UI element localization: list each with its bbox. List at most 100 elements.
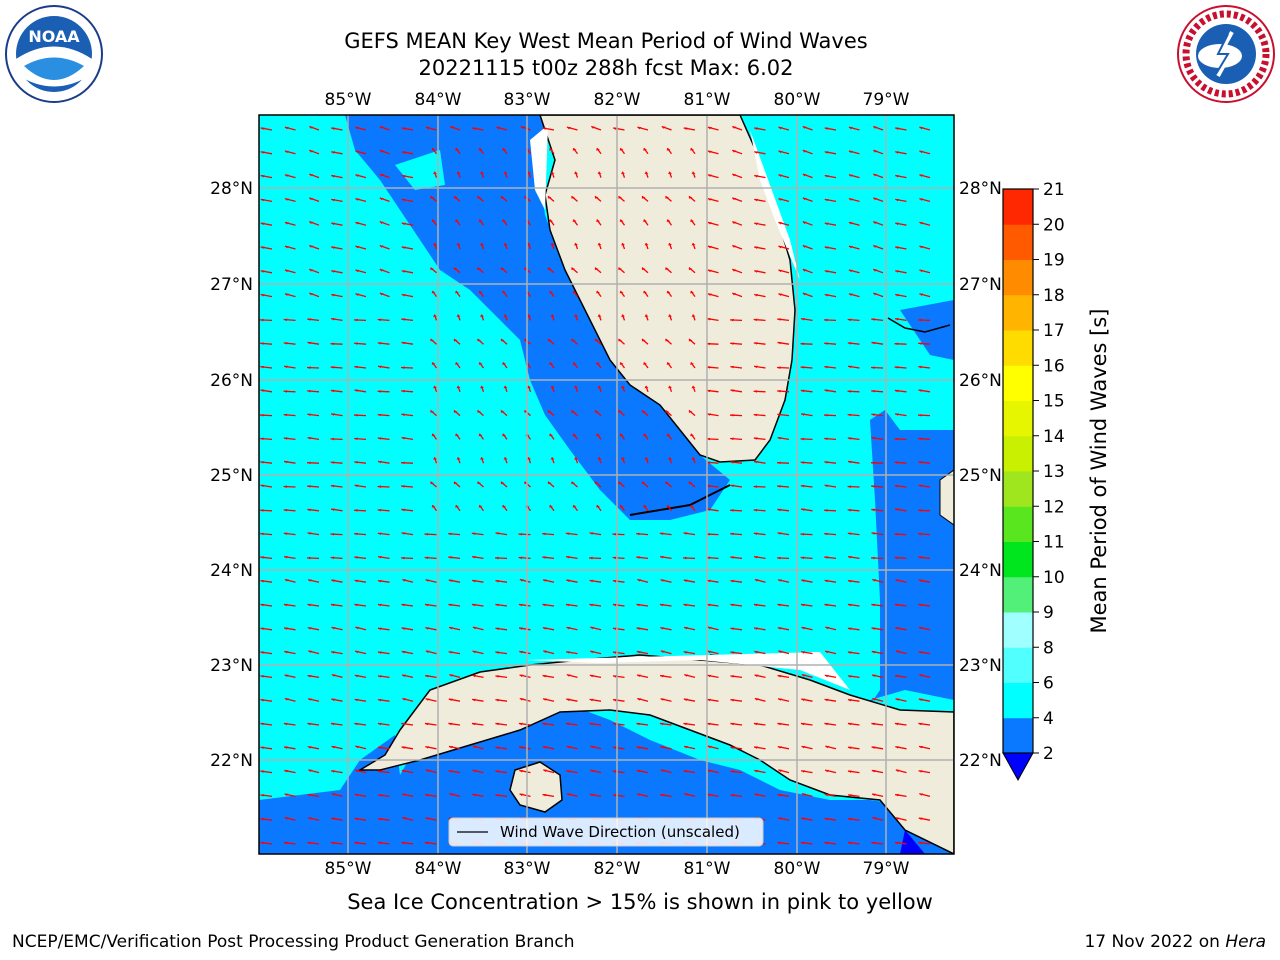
wind-wave-arrow-head: [331, 294, 336, 297]
wind-wave-arrow-head: [594, 196, 599, 199]
wind-wave-arrow-head: [871, 627, 876, 630]
colorbar-segment: [1003, 717, 1033, 754]
wind-wave-arrow-head: [472, 745, 477, 749]
wind-wave-arrow-head: [260, 675, 265, 678]
wind-wave-arrow-head: [309, 197, 314, 201]
wind-wave-arrow-head: [448, 722, 453, 726]
wind-wave-arrow-head: [424, 722, 429, 726]
wind-wave-arrow-head: [284, 222, 289, 225]
wind-wave-arrow-head: [379, 197, 384, 201]
wind-wave-arrow-head: [448, 651, 453, 654]
wind-wave-arrow-head: [542, 556, 547, 559]
wind-wave-arrow-head: [895, 222, 900, 226]
wind-wave-arrow-head: [354, 461, 359, 464]
wind-wave-arrow-head: [802, 174, 807, 177]
wind-wave-arrow-head: [330, 389, 335, 393]
wind-wave-arrow-head: [801, 579, 806, 583]
wind-wave-arrow-head: [550, 314, 555, 317]
wind-wave-arrow-head: [802, 221, 807, 224]
wind-wave-arrow-head: [519, 579, 524, 582]
wind-wave-arrow-head: [753, 508, 758, 512]
wind-wave-arrow-head: [707, 579, 711, 583]
lon-label: 81°W: [684, 90, 731, 110]
wind-wave-arrow-head: [519, 698, 524, 701]
wind-wave-arrow-head: [379, 174, 384, 177]
wind-wave-arrow-head: [873, 126, 878, 129]
wind-wave-arrow-head: [777, 627, 782, 630]
wind-wave-arrow-head: [754, 674, 759, 678]
wind-wave-arrow-head: [707, 413, 711, 416]
wind-wave-arrow-head: [456, 457, 461, 460]
wind-wave-arrow-head: [520, 126, 525, 129]
wind-wave-arrow-head: [331, 222, 336, 226]
wind-wave-arrow-head: [730, 651, 735, 654]
wind-wave-arrow-head: [330, 342, 335, 346]
wind-wave-arrow-head: [472, 698, 476, 702]
colorbar-segment: [1003, 330, 1033, 366]
wind-wave-arrow-head: [707, 650, 712, 654]
wind-wave-arrow-head: [377, 603, 382, 607]
wind-wave-arrow-head: [495, 794, 500, 797]
wind-wave-arrow-head: [524, 196, 528, 199]
wind-wave-arrow-head: [401, 198, 406, 202]
wind-wave-arrow-head: [918, 603, 923, 607]
wind-wave-arrow-head: [824, 484, 829, 488]
wind-wave-arrow-head: [801, 318, 805, 321]
wind-wave-arrow-head: [871, 651, 876, 654]
wind-wave-arrow-head: [402, 698, 407, 701]
wind-wave-arrow-head: [524, 267, 528, 271]
wind-wave-arrow-head: [526, 385, 532, 389]
wind-wave-arrow-head: [331, 674, 336, 677]
wind-wave-arrow-head: [284, 793, 289, 797]
wind-wave-arrow-head: [401, 603, 406, 607]
wind-wave-arrow-head: [800, 366, 805, 369]
wind-wave-arrow-head: [355, 198, 360, 201]
wind-wave-arrow-head: [477, 481, 481, 485]
wind-wave-arrow-head: [778, 698, 783, 701]
wind-wave-arrow-head: [425, 769, 430, 772]
wind-wave-arrow-head: [824, 294, 829, 297]
wind-wave-arrow-head: [918, 461, 923, 464]
wind-wave-arrow-head: [636, 770, 641, 773]
wind-wave-arrow-head: [802, 293, 807, 296]
lat-label: 23°N: [959, 656, 1002, 676]
wind-wave-arrow-head: [873, 293, 878, 296]
wind-wave-arrow-head: [354, 437, 358, 441]
period-2-4-bahamas: [860, 410, 954, 720]
wind-wave-arrow-head: [848, 293, 853, 296]
wind-wave-arrow-head: [873, 269, 878, 272]
wind-wave-arrow-head: [503, 314, 508, 317]
colorbar-tick-label: 20: [1043, 215, 1065, 235]
wind-wave-arrow-head: [432, 385, 438, 389]
wind-wave-arrow-head: [871, 413, 876, 416]
wind-wave-arrow-head: [871, 389, 875, 393]
wind-wave-arrow-head: [309, 245, 314, 248]
wind-wave-arrow-head: [260, 198, 265, 202]
wind-wave-arrow-head: [379, 293, 384, 296]
wind-wave-arrow-head: [354, 698, 359, 702]
wind-wave-arrow-head: [871, 461, 875, 465]
wind-wave-arrow-head: [777, 841, 782, 845]
wind-wave-arrow-head: [800, 461, 805, 464]
wind-wave-arrow-head: [502, 433, 507, 437]
lon-label: 83°W: [504, 90, 551, 110]
wind-wave-arrow-head: [355, 769, 360, 773]
wind-wave-arrow-head: [424, 841, 429, 845]
wind-wave-arrow-head: [894, 532, 899, 536]
wind-wave-arrow-head: [895, 769, 900, 772]
wind-wave-arrow-head: [379, 150, 384, 153]
wind-wave-arrow-head: [402, 793, 407, 797]
wind-wave-arrow-head: [500, 196, 505, 199]
wind-wave-arrow-head: [732, 197, 737, 201]
wind-wave-arrow-head: [778, 198, 783, 201]
wind-wave-arrow-head: [824, 722, 829, 726]
wind-wave-arrow-head: [873, 174, 878, 177]
wind-wave-arrow-head: [425, 698, 430, 701]
wind-wave-arrow-head: [618, 410, 622, 413]
wind-wave-arrow-head: [847, 413, 852, 417]
wind-wave-arrow-head: [620, 243, 626, 246]
wind-wave-arrow-head: [919, 127, 924, 130]
wind-wave-arrow-head: [665, 339, 669, 342]
wind-wave-arrow-head: [754, 698, 759, 701]
wind-wave-arrow-head: [448, 532, 452, 536]
